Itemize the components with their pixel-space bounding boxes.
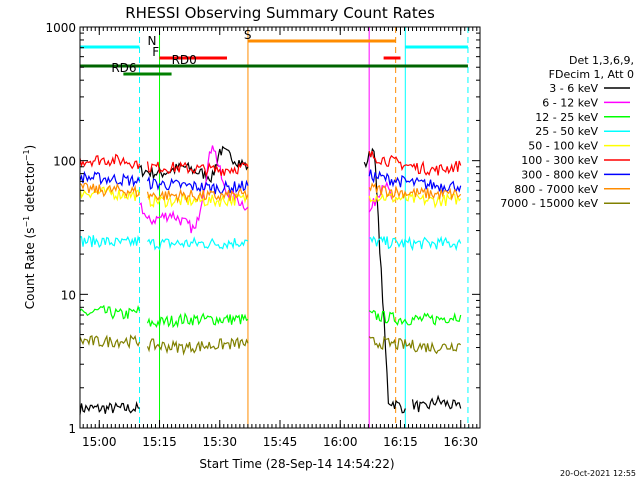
legend-label-1: 6 - 12 keV [542,96,598,109]
series-line-300-800-kev-0 [79,170,141,188]
x-tick-label-6: 16:30 [443,435,478,449]
flag-label-rd6: RD6 [111,61,136,75]
timestamp: 20-Oct-2021 12:55 [560,469,636,478]
y-tick-label-3: 1000 [45,21,76,35]
x-tick-label-4: 16:00 [323,435,358,449]
series-line-25-50-kev-0 [79,234,141,248]
series-line-3-6-kev-1 [139,145,249,184]
series-line-25-50-kev-2 [369,235,462,252]
series-line-100-300-kev-2 [368,150,462,176]
legend-header-line1: Det 1,3,6,9, [569,54,634,67]
series-line-3-6-kev-3 [411,394,462,413]
series-line-12-25-kev-2 [368,309,462,326]
series-line-800-7000-kev-2 [368,182,462,201]
legend-label-5: 100 - 300 keV [521,154,598,167]
series-line-7000-15000-kev-0 [79,334,141,350]
y-axis-label: Count Rate (s−1 detector−1) [22,145,37,309]
flag-label-rd0: RD0 [172,53,197,67]
series-line-7000-15000-kev-1 [146,336,249,356]
series-line-300-800-kev-2 [368,169,462,194]
legend-label-3: 25 - 50 keV [535,125,598,138]
plot-area: N S F RD0 RD6 1 10 100 1000 15:00 15:15 15:30 15:45 1… [45,21,481,449]
series-line-50-100-kev-0 [79,186,141,202]
x-axis-label: Start Time (28-Sep-14 14:54:22) [199,457,394,471]
x-tick-label-5: 16:15 [383,435,418,449]
legend-label-6: 300 - 800 keV [521,168,598,181]
series-line-3-6-kev-0 [79,400,140,415]
series-line-50-100-kev-2 [368,191,462,209]
series-line-100-300-kev-0 [79,153,141,170]
series-line-300-800-kev-1 [146,175,249,196]
legend-label-0: 3 - 6 keV [549,82,598,95]
legend-label-7: 800 - 7000 keV [514,183,598,196]
legend-label-4: 50 - 100 keV [528,140,598,153]
y-tick-label-2: 100 [53,155,76,169]
series-line-25-50-kev-1 [147,236,249,251]
series-line-7000-15000-kev-2 [368,336,462,355]
x-tick-label-1: 15:15 [142,435,177,449]
series-line-100-300-kev-1 [146,161,249,178]
x-tick-label-2: 15:30 [202,435,237,449]
y-tick-label-0: 1 [68,422,76,436]
legend-label-2: 12 - 25 keV [535,111,598,124]
x-tick-label-0: 15:00 [82,435,117,449]
flag-label-f: F [152,45,159,59]
flag-label-s: S [244,28,252,42]
x-tick-label-3: 15:45 [263,435,298,449]
legend-header-line2: FDecim 1, Att 0 [549,68,634,81]
series-line-800-7000-kev-1 [146,187,249,204]
y-tick-label-1: 10 [61,288,76,302]
series-line-12-25-kev-0 [79,304,141,320]
chart-title: RHESSI Observing Summary Count Rates [125,4,435,22]
flag-label-n: N [147,34,156,48]
legend-label-8: 7000 - 15000 keV [500,197,598,210]
series-line-800-7000-kev-0 [79,182,141,199]
series-line-12-25-kev-1 [146,312,249,329]
